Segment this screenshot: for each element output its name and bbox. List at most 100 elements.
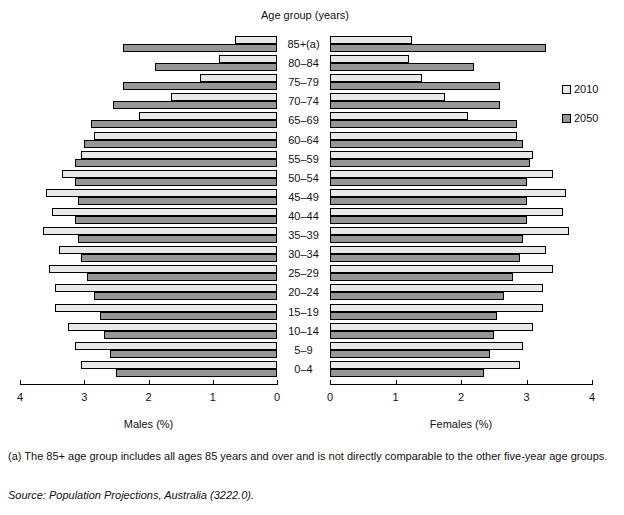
bar-female-2010 xyxy=(330,151,533,159)
pyramid-row: 5–9 xyxy=(20,341,592,360)
bar-female-2010 xyxy=(330,208,563,216)
female-bars-cell xyxy=(330,207,592,226)
bar-male-2050 xyxy=(113,101,277,109)
bar-female-2010 xyxy=(330,227,569,235)
bar-female-2010 xyxy=(330,55,409,63)
female-bars-cell xyxy=(330,303,592,322)
male-bars-cell xyxy=(20,264,277,283)
axis-tick xyxy=(396,380,397,385)
bar-female-2050 xyxy=(330,197,527,205)
female-bars-cell xyxy=(330,54,592,73)
axis-tick-label: 2 xyxy=(458,391,464,403)
bar-male-2010 xyxy=(55,304,277,312)
bar-female-2010 xyxy=(330,342,523,350)
bar-male-2050 xyxy=(84,140,277,148)
axis-tick xyxy=(527,380,528,385)
male-bars-cell xyxy=(20,92,277,111)
bar-female-2050 xyxy=(330,82,500,90)
axis-tick-label: 0 xyxy=(327,391,333,403)
age-group-label: 20–24 xyxy=(277,283,330,302)
axis-tick xyxy=(149,380,150,385)
age-group-label: 55–59 xyxy=(277,150,330,169)
male-bars-cell xyxy=(20,188,277,207)
pyramid-row: 25–29 xyxy=(20,264,592,283)
axis-tick-label: 4 xyxy=(589,391,595,403)
bar-female-2050 xyxy=(330,235,523,243)
female-bars-cell xyxy=(330,360,592,379)
age-group-label: 25–29 xyxy=(277,264,330,283)
age-group-label: 70–74 xyxy=(277,92,330,111)
bar-female-2010 xyxy=(330,284,543,292)
age-group-label: 40–44 xyxy=(277,207,330,226)
axis-tick-label: 3 xyxy=(81,391,87,403)
bar-female-2050 xyxy=(330,101,500,109)
pyramid-row: 45–49 xyxy=(20,188,592,207)
bar-male-2050 xyxy=(78,197,277,205)
bar-male-2050 xyxy=(100,312,277,320)
age-group-label: 60–64 xyxy=(277,131,330,150)
age-group-label: 85+(a) xyxy=(277,35,330,54)
female-x-axis xyxy=(330,384,592,385)
bar-female-2010 xyxy=(330,93,445,101)
bar-male-2050 xyxy=(78,235,277,243)
age-group-label: 75–79 xyxy=(277,73,330,92)
age-group-label: 65–69 xyxy=(277,111,330,130)
bar-male-2010 xyxy=(81,361,277,369)
female-axis-tick-labels: 0 1 2 3 4 xyxy=(330,391,592,403)
legend-swatch-2050-icon xyxy=(562,114,571,123)
bar-male-2050 xyxy=(87,273,277,281)
axis-tick-label: 1 xyxy=(210,391,216,403)
male-bars-cell xyxy=(20,226,277,245)
bar-male-2010 xyxy=(55,284,277,292)
bar-male-2050 xyxy=(123,82,277,90)
male-axis-label: Males (%) xyxy=(20,418,277,430)
male-bars-cell xyxy=(20,54,277,73)
male-x-axis xyxy=(20,384,277,385)
bar-female-2050 xyxy=(330,216,527,224)
female-axis-label: Females (%) xyxy=(330,418,592,430)
pyramid-row: 65–69 xyxy=(20,111,592,130)
bar-female-2050 xyxy=(330,331,494,339)
bar-male-2010 xyxy=(68,323,277,331)
bar-male-2050 xyxy=(75,216,277,224)
bar-male-2010 xyxy=(46,189,277,197)
axis-tick-label: 3 xyxy=(523,391,529,403)
male-bars-cell xyxy=(20,111,277,130)
male-bars-cell xyxy=(20,360,277,379)
bar-female-2010 xyxy=(330,36,412,44)
male-bars-cell xyxy=(20,322,277,341)
female-bars-cell xyxy=(330,264,592,283)
population-pyramid-chart: Age group (years) 85+(a)80–8475–7970–746… xyxy=(0,0,624,515)
bar-female-2050 xyxy=(330,159,530,167)
male-bars-cell xyxy=(20,35,277,54)
bar-female-2010 xyxy=(330,265,553,273)
footnote: (a) The 85+ age group includes all ages … xyxy=(8,448,608,464)
male-axis-tick-labels: 43210 xyxy=(20,391,277,403)
bar-male-2050 xyxy=(110,350,277,358)
bar-male-2050 xyxy=(104,331,277,339)
pyramid-row: 55–59 xyxy=(20,150,592,169)
age-group-label: 5–9 xyxy=(277,341,330,360)
axis-tick xyxy=(84,380,85,385)
legend-label-2050: 2050 xyxy=(574,112,598,124)
source-note: Source: Population Projections, Australi… xyxy=(8,489,608,501)
pyramid-row: 10–14 xyxy=(20,322,592,341)
legend-label-2010: 2010 xyxy=(574,83,598,95)
axis-tick xyxy=(20,380,21,385)
male-bars-cell xyxy=(20,303,277,322)
male-bars-cell xyxy=(20,341,277,360)
male-bars-cell xyxy=(20,150,277,169)
axis-tick xyxy=(277,380,278,385)
pyramid-row: 35–39 xyxy=(20,226,592,245)
bar-male-2050 xyxy=(75,159,277,167)
bar-male-2050 xyxy=(123,44,277,52)
bar-female-2050 xyxy=(330,120,517,128)
legend-item-2050: 2050 xyxy=(562,112,598,124)
bar-male-2010 xyxy=(49,265,277,273)
axis-tick-label: 1 xyxy=(392,391,398,403)
bar-male-2050 xyxy=(155,63,277,71)
bar-female-2010 xyxy=(330,112,468,120)
male-bars-cell xyxy=(20,245,277,264)
bar-male-2010 xyxy=(75,342,277,350)
bar-male-2050 xyxy=(94,292,277,300)
